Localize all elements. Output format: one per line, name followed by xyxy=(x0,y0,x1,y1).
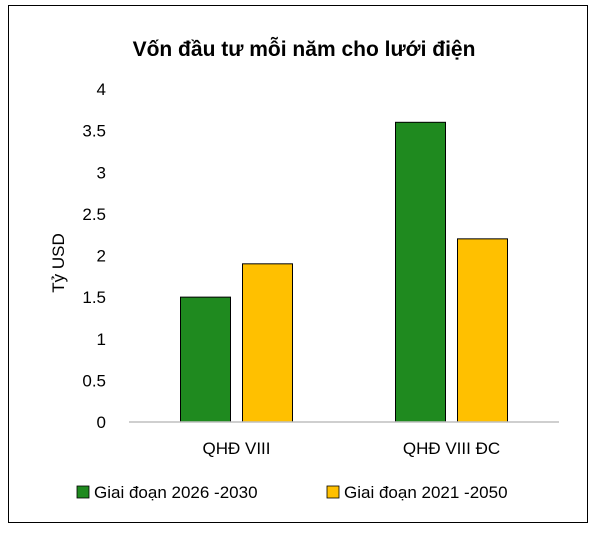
legend-swatch xyxy=(326,485,340,499)
y-tick-label: 0.5 xyxy=(82,371,106,390)
x-category-label: QHĐ VIII ĐC xyxy=(403,439,500,458)
legend-label: Giai đoạn 2021 -2050 xyxy=(344,483,508,502)
y-axis-label: Tỷ USD xyxy=(49,233,68,293)
bar xyxy=(395,121,446,423)
y-tick-label: 4 xyxy=(97,80,106,99)
y-tick-label: 3.5 xyxy=(82,122,106,141)
legend-swatch xyxy=(76,485,90,499)
bar xyxy=(180,296,231,423)
y-tick-label: 2.5 xyxy=(82,205,106,224)
y-axis-ticks: 0 0.5 1 1.5 2 2.5 3 3.5 4 xyxy=(82,80,106,432)
y-tick-label: 1 xyxy=(97,330,106,349)
legend: Giai đoạn 2026 -2030 Giai đoạn 2021 -2050 xyxy=(76,483,508,502)
legend-item: Giai đoạn 2026 -2030 xyxy=(76,483,258,502)
legend-item: Giai đoạn 2021 -2050 xyxy=(326,483,508,502)
bar xyxy=(457,238,508,423)
x-axis-labels: QHĐ VIII QHĐ VIII ĐC xyxy=(202,439,500,458)
x-category-label: QHĐ VIII xyxy=(202,439,270,458)
bar-chart: Vốn đầu tư mỗi năm cho lưới điện Tỷ USD … xyxy=(49,37,559,502)
bar xyxy=(242,263,293,423)
y-tick-label: 2 xyxy=(97,247,106,266)
y-tick-label: 1.5 xyxy=(82,288,106,307)
chart-frame: Vốn đầu tư mỗi năm cho lưới điện Tỷ USD … xyxy=(8,5,588,523)
legend-label: Giai đoạn 2026 -2030 xyxy=(94,483,258,502)
y-tick-label: 3 xyxy=(97,163,106,182)
bars xyxy=(180,121,508,423)
chart-title: Vốn đầu tư mỗi năm cho lưới điện xyxy=(133,37,476,61)
y-tick-label: 0 xyxy=(97,413,106,432)
